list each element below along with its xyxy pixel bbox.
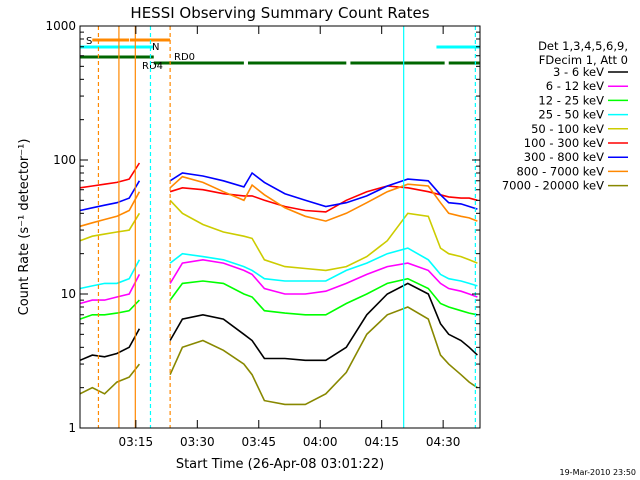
x-tick-label: 03:15 <box>119 435 154 449</box>
y-axis-label: Count Rate (s⁻¹ detector⁻¹) <box>17 139 32 316</box>
series-line <box>79 306 478 406</box>
x-axis-label: Start Time (26-Apr-08 03:01:22) <box>176 457 384 472</box>
x-tick-label: 04:00 <box>303 435 338 449</box>
series-line <box>79 277 478 320</box>
axes: 1 10 100 1000 03:15 03:30 03:45 04:00 04:15 04:30 <box>45 19 480 449</box>
plot-frame <box>79 25 481 429</box>
series-line <box>79 171 478 212</box>
legend-entry: 7000 - 20000 keV <box>502 179 604 193</box>
x-tick-label: 03:30 <box>180 435 215 449</box>
legend-entry: 100 - 300 keV <box>524 136 604 150</box>
legend-header: Det 1,3,4,5,6,9, <box>538 39 628 53</box>
legend-entry: 300 - 800 keV <box>524 150 604 164</box>
legend-entry: 12 - 25 keV <box>538 93 604 107</box>
series-line <box>79 282 478 362</box>
legend-entry: 50 - 100 keV <box>531 122 604 136</box>
flag-label: N <box>152 42 159 53</box>
legend-entry: 25 - 50 keV <box>538 108 604 122</box>
legend-entry: 6 - 12 keV <box>546 79 604 93</box>
x-tick-label: 04:15 <box>364 435 399 449</box>
flag-label: S <box>86 36 92 47</box>
legend-entry: 800 - 7000 keV <box>516 164 604 178</box>
plot-area: S N RD4 RD0 <box>79 26 480 428</box>
series-line <box>79 162 478 213</box>
y-tick-label: 100 <box>53 153 76 167</box>
flag-label: RD0 <box>174 52 195 63</box>
legend: Det 1,3,4,5,6,9,FDecim 1, Att 03 - 6 keV… <box>502 39 628 193</box>
y-tick-label: 1 <box>68 421 76 435</box>
series-line <box>79 247 478 290</box>
y-tick-label: 1000 <box>45 19 76 33</box>
legend-header: FDecim 1, Att 0 <box>539 53 628 67</box>
x-tick-label: 03:45 <box>241 435 276 449</box>
legend-entry: 3 - 6 keV <box>553 65 604 79</box>
series-line <box>79 199 478 272</box>
flag-label: RD4 <box>142 61 163 72</box>
series-line <box>79 175 478 228</box>
chart-title: HESSI Observing Summary Count Rates <box>130 4 429 22</box>
y-tick-label: 10 <box>61 287 76 301</box>
x-tick-label: 04:30 <box>426 435 461 449</box>
series-line <box>79 258 478 305</box>
footer-timestamp: 19-Mar-2010 23:50 <box>560 468 637 477</box>
